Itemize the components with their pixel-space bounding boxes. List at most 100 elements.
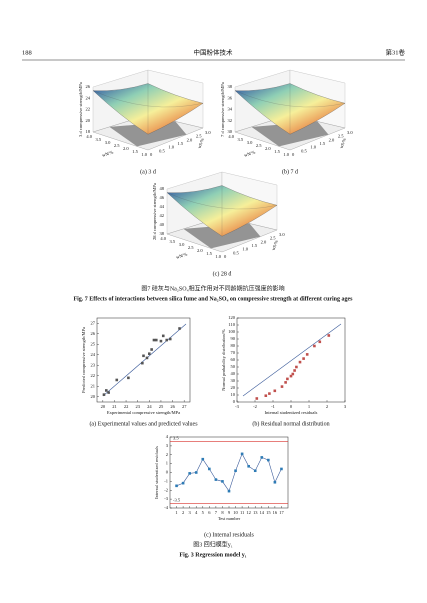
data-point [247,464,250,468]
data-point [221,480,224,483]
x-tick-label: 3.5 [96,137,102,142]
data-point [181,481,185,485]
x-tick-label: 1.0 [283,152,289,157]
x-tick-label: 2.0 [265,146,271,151]
surface-mesh [166,185,278,237]
y-tick-label: 2.0 [187,137,193,142]
x-tick-label: 4.0 [86,134,92,139]
y-tick-label: 26 [91,331,96,336]
x-tick-label: 3.0 [247,140,253,145]
x-tick-label: 1.5 [274,149,280,154]
x-tick-label: 9 [228,510,231,515]
data-point [145,356,149,360]
data-point [152,338,156,342]
data-point [141,361,144,365]
x-tick-label: 1 [175,510,177,515]
y-tick-label: 22 [91,373,96,378]
z-tick-label: 38 [228,84,233,89]
y-tick-label: 23 [91,362,96,367]
figure-caption-en: Fig. 7 Effects of interactions between s… [73,296,353,302]
x-tick-label: 15 [266,510,271,515]
panel-caption: (a) Experimental values and predicted va… [89,420,198,427]
data-point [305,353,309,356]
x-tick-label: 1.0 [141,152,147,157]
x-tick-label: 3.0 [105,140,111,145]
x-tick-label: -3 [235,404,239,409]
y-tick-label: 3 [166,443,169,448]
x-tick-label: 24 [147,404,152,409]
z-tick-label: 20 [86,118,91,123]
data-point [327,334,331,337]
x-tick-label: 7 [215,510,218,515]
volume: 第31卷 [386,47,406,56]
data-point [105,389,108,392]
y-tick-label: 24 [91,352,96,357]
data-point [188,472,191,475]
data-point [127,376,130,380]
z-tick-label: 40 [160,222,165,227]
y-tick-label: 25 [91,341,96,346]
y-tick-label: 3.0 [347,130,353,135]
data-point [175,484,178,488]
y-axis-label: Predicted compressive strength/MPa [81,327,86,393]
x-tick-label: 23 [135,404,140,409]
data-point [293,369,296,372]
x-axis-label: Internal studentized residuals [265,410,318,415]
plot-frame [96,317,191,403]
y-axis-label: Normal probability distribution/% [221,329,226,391]
x-tick-label: 12 [246,510,251,515]
data-point [165,338,169,342]
plot-frame [236,317,346,403]
y-tick-label: 4 [166,434,169,439]
y-tick-label: 110 [228,322,235,327]
y-tick-label: 2.0 [261,239,267,244]
panel-caption: (c) Internal residuals [204,531,254,538]
x-axis-label: wN/% [175,251,188,259]
z-tick-label: 38 [160,231,165,236]
y-tick-label: -1 [164,478,168,483]
z-tick-label: 42 [160,213,165,218]
y-tick-label: 2.5 [338,134,344,139]
x-tick-label: -2 [253,404,257,409]
data-point [161,334,165,338]
data-point [295,365,298,369]
x-tick-label: 5 [202,510,205,515]
figure-caption-zh: 图7 硅灰与Na₂SO₄相互作用对不同龄期抗压强度的影响 [141,284,284,292]
data-point [240,452,244,456]
data-point [302,357,305,360]
y-tick-label: 0.5 [301,148,307,153]
y-axis-label: wS/% [271,239,279,251]
y-tick-label: 1.0 [242,247,248,252]
x-tick-label: 3 [189,510,192,515]
z-tick-label: 26 [86,84,91,89]
z-tick-label: 30 [228,129,233,134]
data-point [159,339,163,343]
x-tick-label: 14 [260,510,265,515]
y-tick-label: 100 [228,329,236,334]
x-tick-label: 3.5 [170,239,176,244]
data-point [267,458,270,462]
x-tick-label: 26 [170,404,175,409]
y-tick-label: -2 [164,487,168,492]
data-point [142,354,145,358]
y-tick-label: 10 [231,392,236,397]
x-tick-label: 1.5 [206,251,212,256]
x-tick-label: 1.5 [132,149,138,154]
y-tick-label: 1.0 [310,145,316,150]
x-tick-label: 3.5 [238,137,244,142]
data-point [234,469,237,473]
z-tick-label: 34 [228,107,233,112]
z-axis-label: 7 d compressive strength/MPa [220,82,225,137]
y-tick-label: 90 [231,336,236,341]
panel-caption: (a) 3 d [140,168,156,175]
x-tick-label: 8 [221,510,224,515]
y-tick-label: 120 [228,315,236,320]
residual-line [176,453,282,492]
plot-frame [169,436,289,509]
data-point [313,344,316,348]
y-tick-label: 2 [166,452,168,457]
data-point [284,381,287,384]
y-tick-label: 0 [150,152,153,157]
surface-mesh [92,83,204,135]
x-tick-label: 22 [124,404,129,409]
